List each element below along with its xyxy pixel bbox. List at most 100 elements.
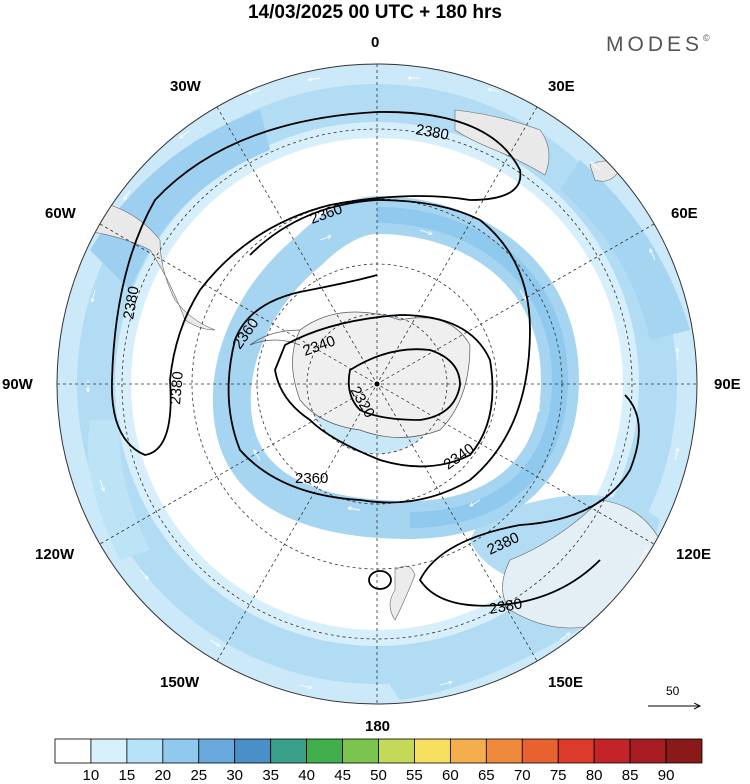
lon-label-150w: 150W	[160, 674, 200, 691]
wind-arrow	[308, 78, 321, 80]
colorbar-swatch	[90, 738, 128, 764]
wind-arrow	[419, 229, 432, 234]
colorbar-tick-label: 65	[477, 767, 495, 784]
contour-closed-low	[368, 570, 392, 590]
africa-south	[454, 109, 550, 176]
colorbar-tick-label: 70	[513, 767, 531, 784]
contour-2380-inner	[249, 199, 481, 256]
wind-arrow	[248, 89, 261, 94]
lon-label-90w: 90W	[2, 376, 33, 393]
brand-mark: ©	[703, 33, 710, 43]
contour-2380-west	[111, 111, 522, 456]
colorbar-tick-label: 80	[585, 767, 603, 784]
wind-patch	[88, 420, 150, 560]
contour-2320	[347, 348, 461, 421]
antarctica	[292, 311, 471, 438]
contour-2360-tail	[309, 274, 378, 291]
colorbar-swatch	[306, 738, 343, 764]
colorbar-tick-label: 40	[298, 767, 315, 784]
brand-name: MODES	[606, 33, 704, 56]
colorbar-swatch	[126, 738, 164, 764]
wind-arrow	[348, 508, 361, 511]
colorbar-swatch	[414, 738, 451, 764]
colorbar-tick-label: 55	[406, 767, 423, 784]
colorbar-tick-label: 60	[442, 767, 459, 784]
colorbar-tick-label: 10	[82, 767, 100, 784]
contour-label: 2360	[295, 470, 328, 487]
colorbar-swatch	[234, 738, 272, 764]
colorbar-tick-label: 85	[621, 767, 639, 784]
polar-jet-core	[376, 207, 569, 528]
latitude-circle	[121, 128, 633, 640]
wind-arrow	[139, 569, 148, 579]
antarctic-peninsula	[249, 329, 301, 346]
reference-vector-label: 50	[666, 684, 680, 698]
wind-arrow	[519, 289, 526, 300]
colorbar-swatch	[521, 738, 559, 764]
south-pole-marker	[374, 381, 380, 387]
lon-label-120e: 120E	[676, 546, 712, 563]
contour-label: 2380	[167, 371, 187, 406]
brand-logo: MODES©	[606, 33, 710, 57]
colorbar-tick-label: 50	[370, 767, 387, 784]
wind-patch	[560, 160, 690, 340]
map-border	[56, 63, 698, 705]
colorbar-swatch	[378, 738, 415, 764]
lon-label-60e: 60E	[671, 205, 698, 222]
contour-2340	[274, 314, 494, 468]
lon-label-30e: 30E	[548, 78, 575, 95]
wind-arrow	[677, 348, 678, 361]
colorbar-tick-label: 15	[118, 767, 136, 784]
colorbar-swatch	[54, 738, 92, 764]
colorbar-tick-label: 45	[334, 767, 351, 784]
wind-arrow	[254, 450, 261, 461]
wind-arrow	[674, 448, 678, 461]
contour-2380-east	[418, 394, 640, 607]
height-contours	[111, 111, 640, 607]
wind-arrow	[299, 684, 312, 688]
wind-arrow	[470, 499, 481, 506]
colorbar-swatch	[665, 738, 703, 764]
lon-label-180: 180	[365, 718, 391, 735]
wind-arrow	[488, 89, 501, 93]
south-america	[79, 204, 216, 331]
wind-arrow	[249, 320, 255, 331]
lon-label-60w: 60W	[45, 205, 76, 222]
colorbar-tick-label: 75	[549, 767, 567, 784]
wind-vectors	[88, 78, 678, 688]
wind-arrow	[180, 129, 191, 138]
colorbar-tick-label: 35	[262, 767, 280, 784]
wind-arrow	[639, 550, 647, 561]
wind-arrow	[538, 399, 541, 412]
colorbar-tick-label: 20	[154, 767, 172, 784]
contour-2360	[227, 219, 531, 504]
contour-label: 2380	[414, 121, 450, 144]
wind-arrow	[92, 289, 96, 302]
wind-arrow	[99, 479, 104, 491]
colorbar-swatch	[485, 738, 523, 764]
wind-arrow	[591, 162, 601, 171]
colorbar-tick-label: 90	[657, 767, 675, 784]
wind-arrow	[439, 682, 452, 686]
contour-label: 2380	[488, 595, 524, 618]
colorbar-swatch	[557, 738, 595, 764]
colorbar-swatch	[629, 738, 667, 764]
map-fill	[57, 64, 697, 704]
lon-label-0: 0	[371, 34, 380, 51]
colorbar-swatch	[270, 738, 308, 764]
wind-arrow	[319, 236, 331, 241]
colorbar-swatch	[593, 738, 631, 764]
colorbar-tick-label: 25	[190, 767, 208, 784]
colorbar-swatch	[162, 738, 200, 764]
colorbar	[54, 738, 703, 764]
contour-label: 2380	[120, 285, 143, 321]
wind-arrow	[650, 249, 656, 261]
wind-arrow	[209, 639, 220, 646]
colorbar-swatch	[449, 738, 487, 764]
colorbar-swatch	[342, 738, 379, 764]
lon-label-30w: 30W	[170, 78, 201, 95]
wind-arrow	[124, 189, 131, 200]
lon-label-150e: 150E	[548, 674, 584, 691]
